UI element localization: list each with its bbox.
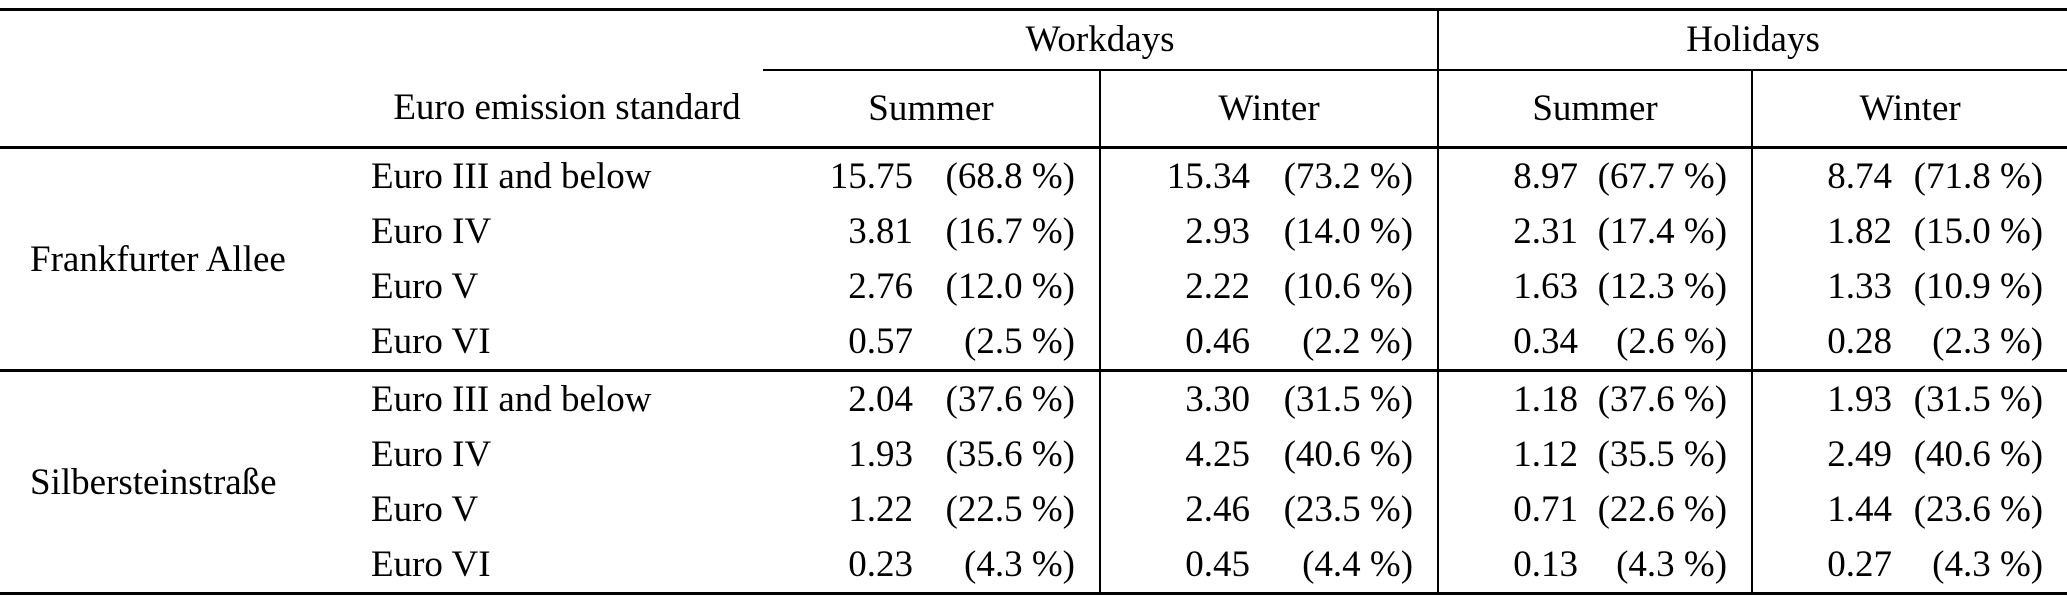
percent-cell: (40.6 %)	[1913, 434, 2044, 475]
percent-cell: (17.4 %)	[1578, 204, 1754, 259]
emissions-table: Workdays Holidays Euro emission standard…	[0, 8, 2067, 595]
percent-cell: (10.6 %)	[1250, 259, 1440, 314]
percent-cell: (4.3 %)	[1578, 537, 1754, 594]
value-cell: 0.46	[1185, 321, 1250, 362]
value-cell: 15.34	[1166, 156, 1250, 197]
value-cell: 2.46	[1185, 489, 1250, 530]
column-header-holidays-winter: Winter	[1752, 69, 2067, 149]
table-row: Euro V 1.22 (22.5 %) 2.46 (23.5 %) 0.71 …	[0, 482, 2067, 537]
percent-cell: (4.3 %)	[1932, 544, 2044, 585]
value-cell: 2.93	[1185, 211, 1250, 252]
value-cell: 4.25	[1185, 434, 1250, 475]
corner-spacer	[0, 10, 763, 70]
percent-cell: (31.5 %)	[1250, 369, 1440, 427]
percent-cell: (23.6 %)	[1913, 489, 2044, 530]
value-cell: 0.34	[1513, 321, 1579, 362]
value-cell: 0.57	[848, 321, 913, 362]
corner-spacer	[0, 69, 365, 149]
table-row: Silbersteinstraße Euro III and below 2.0…	[0, 369, 2067, 594]
value-cell: 15.75	[829, 156, 913, 197]
value-cell: 1.63	[1513, 266, 1579, 307]
standard-cell: Euro VI	[371, 544, 491, 585]
column-header-workdays-summer: Summer	[763, 69, 1101, 149]
percent-cell: (71.8 %)	[1913, 156, 2044, 197]
table-row: Euro V 2.76 (12.0 %) 2.22 (10.6 %) 1.63 …	[0, 259, 2067, 314]
standard-cell: Euro IV	[371, 434, 492, 475]
percent-cell: (35.5 %)	[1578, 427, 1754, 482]
value-cell: 8.97	[1513, 156, 1579, 197]
group-header-row: Workdays Holidays	[0, 9, 2067, 71]
percent-cell: (22.6 %)	[1578, 482, 1754, 537]
percent-cell: (4.4 %)	[1250, 537, 1440, 594]
value-cell: 3.30	[1100, 369, 1250, 427]
percent-cell: (4.3 %)	[913, 537, 1101, 594]
value-cell: 0.23	[848, 544, 913, 585]
percent-cell: (35.6 %)	[913, 427, 1101, 482]
value-cell: 8.74	[1827, 156, 1893, 197]
value-cell: 2.22	[1185, 266, 1250, 307]
value-cell: 1.82	[1827, 211, 1893, 252]
percent-cell: (12.0 %)	[913, 259, 1101, 314]
column-header-workdays-winter: Winter	[1100, 69, 1440, 149]
percent-cell: (2.3 %)	[1932, 321, 2044, 362]
location-cell: Silbersteinstraße	[0, 369, 365, 594]
value-cell: 1.33	[1827, 266, 1893, 307]
standard-cell: Euro III and below	[365, 369, 763, 427]
value-cell: 0.13	[1513, 544, 1579, 585]
column-header-standard: Euro emission standard	[365, 69, 763, 149]
percent-cell: (2.6 %)	[1578, 314, 1754, 371]
table-row: Frankfurter Allee Euro III and below 15.…	[0, 147, 2067, 280]
standard-cell: Euro VI	[371, 321, 491, 362]
percent-cell: (31.5 %)	[1892, 369, 2067, 427]
value-cell: 2.49	[1827, 434, 1893, 475]
percent-cell: (40.6 %)	[1250, 427, 1440, 482]
group-header-holidays: Holidays	[1438, 9, 2067, 71]
percent-cell: (12.3 %)	[1578, 259, 1754, 314]
value-cell: 0.71	[1513, 489, 1579, 530]
value-cell: 1.18	[1438, 369, 1579, 427]
group-header-workdays: Workdays	[763, 9, 1440, 71]
standard-cell: Euro V	[371, 489, 479, 530]
column-header-holidays-summer: Summer	[1438, 69, 1754, 149]
percent-cell: (2.5 %)	[913, 314, 1101, 371]
value-cell: 1.12	[1513, 434, 1579, 475]
percent-cell: (22.5 %)	[913, 482, 1101, 537]
percent-cell: (10.9 %)	[1913, 266, 2044, 307]
percent-cell: (37.6 %)	[913, 369, 1101, 427]
table-row: Euro IV 3.81 (16.7 %) 2.93 (14.0 %) 2.31…	[0, 204, 2067, 259]
column-header-row: Euro emission standard Summer Winter Sum…	[0, 69, 2067, 149]
value-cell: 2.04	[763, 369, 913, 427]
standard-cell: Euro III and below	[371, 156, 652, 197]
value-cell: 1.93	[1752, 369, 1893, 427]
percent-cell: (67.7 %)	[1578, 147, 1754, 204]
table-row: Euro VI 0.57 (2.5 %) 0.46 (2.2 %) 0.34 (…	[0, 314, 2067, 371]
percent-cell: (37.6 %)	[1578, 369, 1754, 427]
value-cell: 1.22	[848, 489, 913, 530]
value-cell: 2.76	[848, 266, 913, 307]
location-cell: Frankfurter Allee	[30, 238, 286, 280]
percent-cell: (68.8 %)	[913, 147, 1101, 204]
table-row: Euro VI 0.23 (4.3 %) 0.45 (4.4 %) 0.13 (…	[0, 537, 2067, 594]
value-cell: 2.31	[1513, 211, 1579, 252]
standard-cell: Euro V	[371, 266, 479, 307]
percent-cell: (15.0 %)	[1913, 211, 2044, 252]
value-cell: 1.44	[1827, 489, 1893, 530]
value-cell: 0.27	[1827, 544, 1893, 585]
percent-cell: (23.5 %)	[1250, 482, 1440, 537]
percent-cell: (2.2 %)	[1250, 314, 1440, 371]
percent-cell: (73.2 %)	[1250, 147, 1440, 204]
percent-cell: (14.0 %)	[1250, 204, 1440, 259]
standard-cell: Euro IV	[371, 211, 492, 252]
table-row: Euro IV 1.93 (35.6 %) 4.25 (40.6 %) 1.12…	[0, 427, 2067, 482]
value-cell: 0.28	[1827, 321, 1893, 362]
percent-cell: (16.7 %)	[913, 204, 1101, 259]
value-cell: 3.81	[848, 211, 913, 252]
value-cell: 0.45	[1185, 544, 1250, 585]
value-cell: 1.93	[848, 434, 913, 475]
